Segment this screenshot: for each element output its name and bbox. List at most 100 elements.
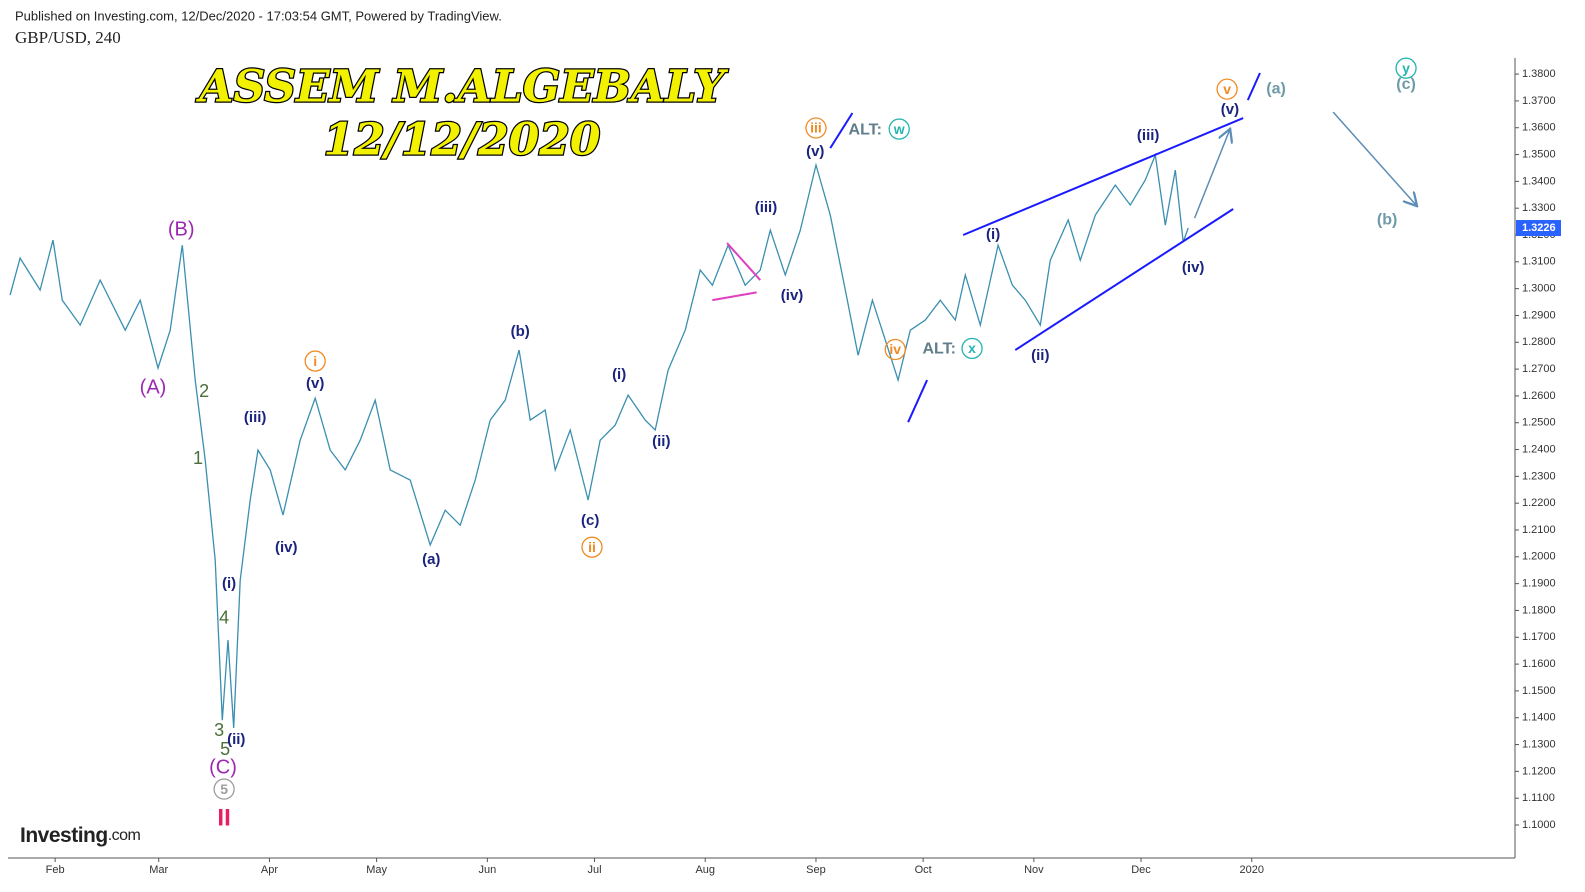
y-tick-label: 1.2200 bbox=[1522, 497, 1556, 509]
x-tick-label: 2020 bbox=[1240, 864, 1264, 876]
y-tick-label: 1.1500 bbox=[1522, 685, 1556, 697]
wave-circle bbox=[961, 337, 983, 360]
price-line bbox=[9, 152, 1189, 728]
y-tick-label: 1.2000 bbox=[1522, 551, 1556, 563]
wave-label: (ii) bbox=[1031, 347, 1049, 364]
wave-label: (B) bbox=[168, 219, 195, 241]
wave-circle bbox=[888, 118, 910, 140]
x-tick-label: Oct bbox=[915, 864, 932, 876]
wave-label: ii bbox=[588, 539, 596, 555]
y-tick-label: 1.1200 bbox=[1522, 765, 1556, 777]
x-tick-label: Feb bbox=[46, 864, 65, 876]
wave-circle bbox=[304, 350, 326, 372]
wave-label: (iii) bbox=[1137, 127, 1160, 144]
y-tick-label: 1.1800 bbox=[1522, 604, 1556, 616]
wave-label: 5 bbox=[220, 739, 230, 759]
trend-line bbox=[829, 112, 854, 149]
wave-label: (c) bbox=[581, 512, 599, 529]
wave-label: (b) bbox=[1377, 211, 1397, 228]
wave-label: (v) bbox=[306, 375, 324, 392]
y-tick-label: 1.3400 bbox=[1522, 175, 1556, 187]
wave-label: (c) bbox=[1396, 76, 1416, 93]
y-tick-label: 1.2400 bbox=[1522, 443, 1556, 455]
symbol: GBP/USD, 240 bbox=[15, 28, 121, 47]
wave-label: ALT: bbox=[922, 341, 955, 358]
y-tick-label: 1.2600 bbox=[1522, 390, 1556, 402]
x-tick-label: Dec bbox=[1131, 864, 1151, 876]
y-tick-label: 1.2500 bbox=[1522, 417, 1556, 429]
wave-label: II bbox=[217, 804, 230, 831]
wave-label: 3 bbox=[214, 720, 224, 740]
y-tick-label: 1.3100 bbox=[1522, 256, 1556, 268]
wave-circle bbox=[1216, 78, 1238, 100]
y-tick-label: 1.1600 bbox=[1522, 658, 1556, 670]
wave-label: w bbox=[893, 121, 905, 137]
y-tick-label: 1.3800 bbox=[1522, 68, 1556, 80]
y-tick-label: 1.1700 bbox=[1522, 631, 1556, 643]
y-tick-label: 1.1300 bbox=[1522, 738, 1556, 750]
wave-circle bbox=[884, 338, 906, 361]
trend-line bbox=[712, 291, 757, 302]
wave-label: y bbox=[1402, 60, 1410, 76]
wave-label: iii bbox=[810, 120, 822, 136]
wave-label: (iii) bbox=[755, 199, 778, 216]
trend-line bbox=[1246, 72, 1261, 101]
wave-label: 5 bbox=[220, 781, 228, 797]
wave-label: iv bbox=[889, 341, 901, 357]
y-tick-label: 1.1400 bbox=[1522, 712, 1556, 724]
wave-label: (v) bbox=[806, 143, 824, 160]
logo-suffix: .com bbox=[108, 827, 141, 844]
wave-label: (iv) bbox=[275, 539, 298, 556]
x-tick-label: Apr bbox=[261, 864, 278, 876]
y-tick-label: 1.1100 bbox=[1522, 792, 1555, 804]
trend-line bbox=[1014, 208, 1234, 351]
wave-label: (i) bbox=[986, 226, 1000, 243]
y-tick-label: 1.3700 bbox=[1522, 95, 1556, 107]
wave-label: x bbox=[968, 340, 976, 356]
wave-circle bbox=[213, 778, 235, 800]
wave-label: (A) bbox=[140, 376, 167, 398]
wave-label: (i) bbox=[222, 575, 236, 592]
last-price-label: 1.3226 bbox=[1522, 222, 1556, 234]
wave-label: (a) bbox=[1266, 80, 1286, 97]
y-tick-label: 1.3500 bbox=[1522, 148, 1556, 160]
y-tick-label: 1.3000 bbox=[1522, 283, 1556, 295]
wave-label: (C) bbox=[209, 756, 237, 778]
wave-label: (b) bbox=[511, 323, 530, 340]
x-tick-label: Aug bbox=[695, 864, 715, 876]
x-tick-label: Nov bbox=[1024, 864, 1044, 876]
logo: Investing.com bbox=[20, 824, 141, 847]
wave-label: ALT: bbox=[849, 121, 882, 138]
y-tick-label: 1.2800 bbox=[1522, 336, 1556, 348]
trend-line bbox=[907, 379, 928, 423]
wave-label: (iii) bbox=[244, 409, 267, 426]
trend-line bbox=[962, 117, 1244, 236]
last-price-box bbox=[1516, 220, 1561, 237]
x-tick-label: Mar bbox=[149, 864, 168, 876]
y-tick-label: 1.3600 bbox=[1522, 122, 1556, 134]
wave-circle bbox=[581, 536, 603, 558]
wave-label: (i) bbox=[612, 366, 626, 383]
wave-circle bbox=[1395, 57, 1417, 79]
wave-label: 4 bbox=[219, 608, 229, 628]
trend-line bbox=[726, 242, 761, 281]
y-tick-label: 1.2700 bbox=[1522, 363, 1556, 375]
y-tick-label: 1.1000 bbox=[1522, 819, 1556, 831]
wave-label: 1 bbox=[193, 448, 203, 468]
wave-label: (a) bbox=[422, 551, 440, 568]
x-tick-label: Jul bbox=[587, 864, 601, 876]
y-tick-label: 1.1900 bbox=[1522, 578, 1556, 590]
y-tick-label: 1.2900 bbox=[1522, 309, 1556, 321]
wave-label: (iv) bbox=[781, 287, 804, 304]
x-tick-label: May bbox=[366, 864, 387, 876]
watermark-name: ASSEM M.ALGEBALY bbox=[195, 62, 728, 113]
watermark-date: 12/12/2020 bbox=[323, 115, 600, 166]
wave-label: (ii) bbox=[227, 731, 245, 748]
y-tick-label: 1.3300 bbox=[1522, 202, 1556, 214]
wave-label: 2 bbox=[199, 381, 209, 401]
wave-label: v bbox=[1223, 81, 1231, 97]
x-tick-label: Jun bbox=[478, 864, 496, 876]
x-tick-label: Sep bbox=[806, 864, 826, 876]
published-note: Published on Investing.com, 12/Dec/2020 … bbox=[15, 8, 502, 23]
